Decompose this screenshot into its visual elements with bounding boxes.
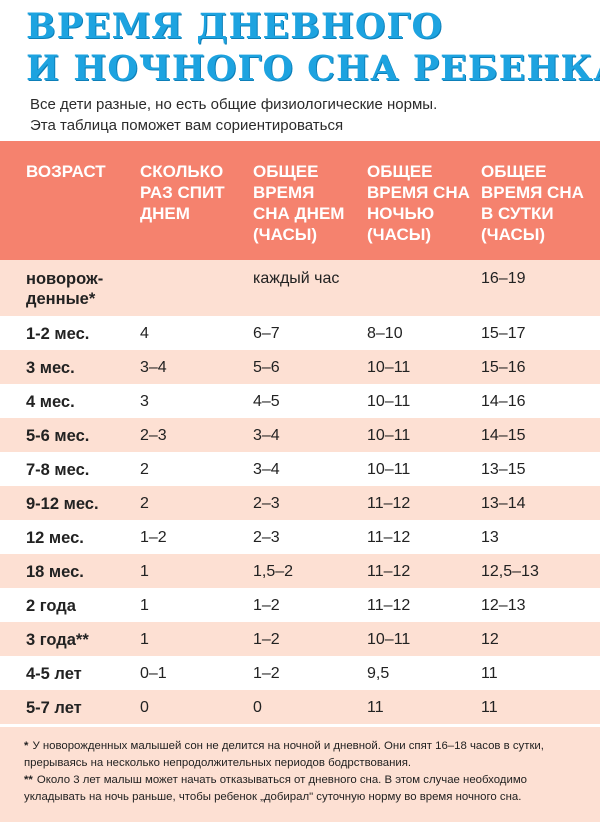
day-sleep-cell: 2–3 — [253, 495, 280, 512]
night-sleep-cell: 11–12 — [367, 529, 411, 546]
age-cell: 18 мес. — [26, 563, 84, 581]
total-sleep-cell: 13 — [481, 529, 499, 546]
night-sleep-cell: 10–11 — [367, 393, 411, 410]
subtitle-line-2: Эта таблица поможет вам сориентироваться — [30, 117, 344, 134]
page-title-line-1: ВРЕМЯ ДНЕВНОГО — [26, 6, 444, 47]
day-sleep-cell: 1–2 — [253, 597, 280, 614]
footnote-mark: * — [24, 740, 29, 752]
total-sleep-cell: 13–14 — [481, 495, 526, 512]
total-sleep-cell: 15–16 — [481, 359, 526, 376]
day-sleep-cell: 1–2 — [253, 631, 280, 648]
age-cell: 5-7 лет — [26, 699, 82, 717]
total-sleep-cell: 11 — [481, 699, 498, 716]
sleep-table: ВОЗРАСТ СКОЛЬКО РАЗ СПИТ ДНЕМ ОБЩЕЕ ВРЕМ… — [0, 141, 600, 724]
night-sleep-cell: 10–11 — [367, 631, 411, 648]
table-header: ВОЗРАСТ СКОЛЬКО РАЗ СПИТ ДНЕМ ОБЩЕЕ ВРЕМ… — [0, 141, 600, 260]
night-sleep-cell: 10–11 — [367, 359, 411, 376]
column-header-night-sleep: ОБЩЕЕ ВРЕМЯ СНА НОЧЬЮ (ЧАСЫ) — [367, 162, 470, 244]
subtitle-line-1: Все дети разные, но есть общие физиологи… — [30, 96, 438, 113]
age-cell: 9-12 мес. — [26, 495, 99, 513]
total-sleep-cell: 14–15 — [481, 427, 526, 444]
naps-cell: 1 — [140, 631, 149, 648]
night-sleep-cell: 11 — [367, 699, 384, 716]
naps-cell: 1 — [140, 597, 149, 614]
naps-cell: 4 — [140, 325, 149, 342]
footnote-mark: ** — [24, 774, 33, 786]
naps-cell: 2 — [140, 461, 149, 478]
naps-cell: 1–2 — [140, 529, 167, 546]
day-sleep-cell: 3–4 — [253, 427, 280, 444]
total-sleep-cell: 15–17 — [481, 325, 526, 342]
table-row: 5-7 лет 0 0 11 11 — [0, 690, 600, 724]
day-sleep-cell: 5–6 — [253, 359, 280, 376]
age-cell: 4-5 лет — [26, 665, 82, 683]
naps-cell: 0–1 — [140, 665, 167, 682]
naps-cell: 0 — [140, 699, 149, 716]
column-header-naps: СКОЛЬКО РАЗ СПИТ ДНЕМ — [140, 162, 225, 223]
table-row: 1-2 мес. 4 6–7 8–10 15–17 — [0, 316, 600, 350]
night-sleep-cell: 11–12 — [367, 495, 411, 512]
table-row: 5-6 мес. 2–3 3–4 10–11 14–15 — [0, 418, 600, 452]
age-cell: 5-6 мес. — [26, 427, 90, 445]
night-sleep-cell: 11–12 — [367, 597, 411, 614]
column-header-day-sleep: ОБЩЕЕ ВРЕМЯ СНА ДНЕМ (ЧАСЫ) — [253, 162, 345, 244]
naps-cell: 3 — [140, 393, 149, 410]
naps-cell: 3–4 — [140, 359, 167, 376]
night-sleep-cell: 10–11 — [367, 461, 411, 478]
night-sleep-cell: 8–10 — [367, 325, 403, 342]
footnote-text: Около 3 лет малыш может начать отказыват… — [24, 774, 527, 803]
table-row: 2 года 1 1–2 11–12 12–13 — [0, 588, 600, 622]
day-sleep-cell: 6–7 — [253, 325, 280, 342]
footnote-newborns: * У новорожденных малышей сон не делится … — [24, 738, 584, 772]
table-row: 9-12 мес. 2 2–3 11–12 13–14 — [0, 486, 600, 520]
page-title-line-2: И НОЧНОГО СНА РЕБЕНКА — [26, 48, 600, 89]
age-cell: 1-2 мес. — [26, 325, 90, 343]
night-sleep-cell: 11–12 — [367, 563, 411, 580]
age-cell: 7-8 мес. — [26, 461, 90, 479]
age-cell: новорож- денные* — [26, 270, 104, 308]
age-cell: 4 мес. — [26, 393, 75, 411]
total-sleep-cell: 12,5–13 — [481, 563, 539, 580]
day-sleep-cell: 3–4 — [253, 461, 280, 478]
table-row: 7-8 мес. 2 3–4 10–11 13–15 — [0, 452, 600, 486]
footnote-text: У новорожденных малышей сон не делится н… — [24, 740, 544, 769]
day-sleep-cell: 1–2 — [253, 665, 280, 682]
footnotes: * У новорожденных малышей сон не делится … — [0, 727, 600, 822]
age-cell: 12 мес. — [26, 529, 84, 547]
total-sleep-cell: 11 — [481, 665, 498, 682]
table-row: 12 мес. 1–2 2–3 11–12 13 — [0, 520, 600, 554]
night-sleep-cell: 9,5 — [367, 665, 390, 682]
age-cell: 2 года — [26, 597, 76, 615]
total-sleep-cell: 12 — [481, 631, 499, 648]
age-cell: 3 года** — [26, 631, 89, 649]
table-row: 4-5 лет 0–1 1–2 9,5 11 — [0, 656, 600, 690]
table-row: 3 мес. 3–4 5–6 10–11 15–16 — [0, 350, 600, 384]
total-sleep-cell: 13–15 — [481, 461, 526, 478]
footnote-three-years: ** Около 3 лет малыш может начать отказыв… — [24, 772, 584, 806]
naps-cell: 2–3 — [140, 427, 167, 444]
column-header-total-sleep: ОБЩЕЕ ВРЕМЯ СНА В СУТКИ (ЧАСЫ) — [481, 162, 584, 244]
day-sleep-cell: 4–5 — [253, 393, 280, 410]
day-sleep-cell: 2–3 — [253, 529, 280, 546]
table-row: новорож- денные* каждый час 16–19 — [0, 260, 600, 316]
table-row: 4 мес. 3 4–5 10–11 14–16 — [0, 384, 600, 418]
night-sleep-cell: 10–11 — [367, 427, 411, 444]
table-row: 3 года** 1 1–2 10–11 12 — [0, 622, 600, 656]
naps-cell: 2 — [140, 495, 149, 512]
age-cell: 3 мес. — [26, 359, 75, 377]
column-header-age: ВОЗРАСТ — [26, 162, 106, 181]
day-sleep-cell: каждый час — [253, 270, 340, 287]
day-sleep-cell: 1,5–2 — [253, 563, 294, 580]
naps-cell: 1 — [140, 563, 149, 580]
day-sleep-cell: 0 — [253, 699, 262, 716]
total-sleep-cell: 14–16 — [481, 393, 526, 410]
table-row: 18 мес. 1 1,5–2 11–12 12,5–13 — [0, 554, 600, 588]
total-sleep-cell: 16–19 — [481, 270, 526, 287]
header: ВРЕМЯ ДНЕВНОГО И НОЧНОГО СНА РЕБЕНКА Все… — [0, 0, 600, 140]
total-sleep-cell: 12–13 — [481, 597, 526, 614]
